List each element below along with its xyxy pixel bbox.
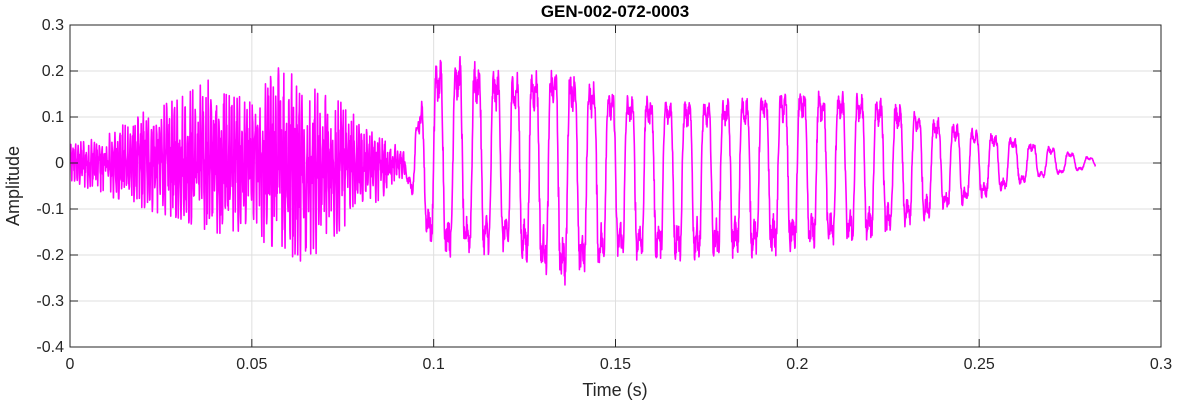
x-tick-label: 0.1 — [423, 356, 445, 373]
x-tick-label: 0.2 — [786, 356, 808, 373]
y-axis-label: Amplitude — [3, 146, 23, 226]
x-tick-label: 0.15 — [600, 356, 631, 373]
x-tick-label: 0.05 — [236, 356, 267, 373]
y-tick-labels: -0.4 -0.3 -0.2 -0.1 0 0.1 0.2 0.3 — [36, 17, 64, 356]
y-tick-label: 0.2 — [42, 63, 64, 80]
y-tick-label: 0.1 — [42, 109, 64, 126]
y-tick-label: -0.2 — [36, 247, 64, 264]
y-tick-label: 0 — [55, 155, 64, 172]
y-tick-label: -0.1 — [36, 201, 64, 218]
x-tick-label: 0.25 — [964, 356, 995, 373]
y-tick-label: -0.4 — [36, 339, 64, 356]
x-axis-label: Time (s) — [582, 380, 647, 400]
x-tick-label: 0 — [66, 356, 75, 373]
chart-title: GEN-002-072-0003 — [541, 2, 689, 21]
x-tick-labels: 0 0.05 0.1 0.15 0.2 0.25 0.3 — [66, 356, 1173, 373]
y-tick-label: 0.3 — [42, 17, 64, 34]
tick-marks — [69, 24, 1162, 348]
x-tick-label: 0.3 — [1150, 356, 1172, 373]
y-tick-label: -0.3 — [36, 293, 64, 310]
series-line-waveform — [69, 55, 1097, 286]
